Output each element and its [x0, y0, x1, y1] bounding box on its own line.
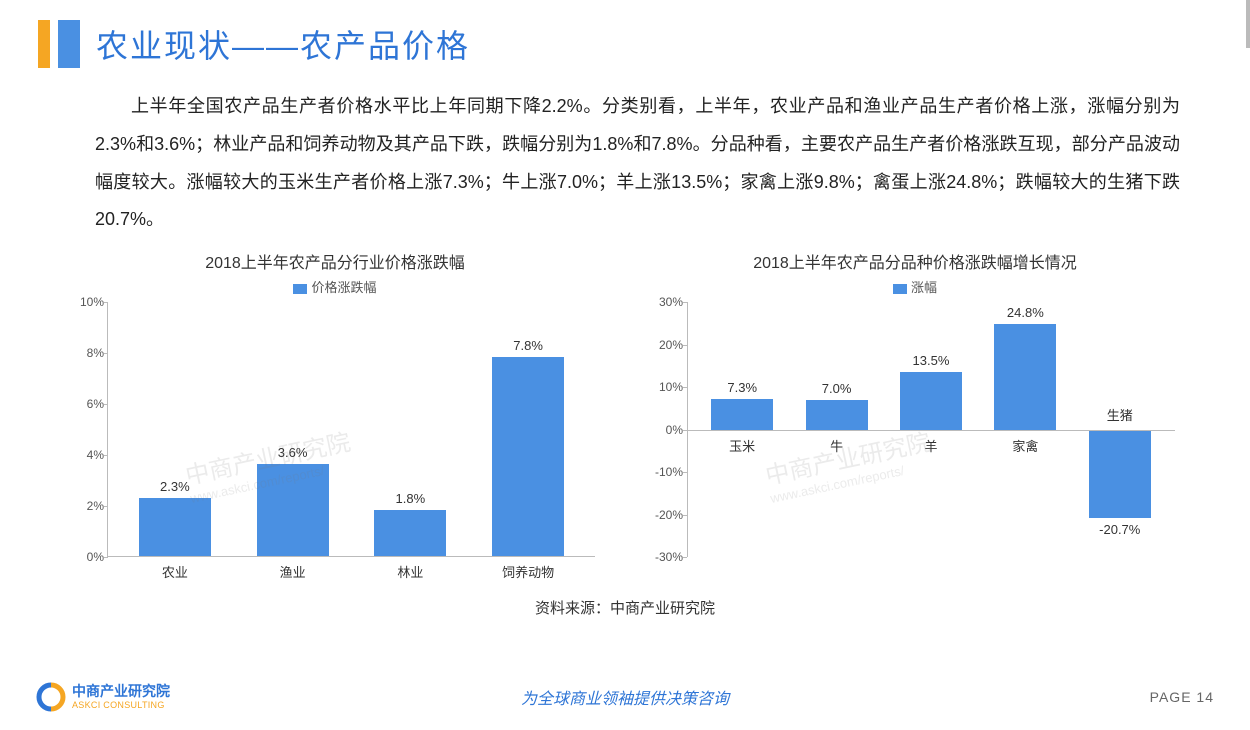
chart2-value-label: 7.3%: [727, 380, 757, 395]
chart1-bar: [257, 464, 329, 556]
chart2-value-label: 7.0%: [822, 381, 852, 396]
chart1-ytick: 4%: [66, 448, 104, 462]
chart1-bars: 2.3%农业 3.6%渔业 1.8%林业 7.8%饲养动物: [108, 302, 595, 556]
chart2-category-label: 玉米: [729, 436, 755, 455]
chart1-bar-group: 7.8%饲养动物: [488, 302, 568, 556]
chart2-ytick: -10%: [645, 465, 683, 479]
chart1-category-label: 渔业: [280, 562, 306, 581]
chart1-plot-area: 2.3%农业3.6%渔业1.8%林业7.8%饲养动物 0%2%4%6%8%10%: [107, 302, 595, 557]
chart1-ytick: 6%: [66, 397, 104, 411]
legend-swatch: [293, 284, 307, 294]
chart2-category-label: 家禽: [1012, 436, 1038, 455]
chart2-value-label: 13.5%: [913, 353, 950, 368]
chart2-category-label: 生猪: [1107, 405, 1133, 424]
chart2-bar: [1089, 430, 1151, 518]
chart-product-price: 2018上半年农产品分品种价格涨跌幅增长情况 涨幅 7.3% 玉米 7.0% 牛 13.…: [645, 249, 1185, 557]
chart1-value-label: 2.3%: [160, 479, 190, 494]
header-orange-bar: [38, 20, 50, 68]
chart2-ytick: 0%: [645, 423, 683, 437]
chart2-category-label: 牛: [830, 436, 843, 455]
chart2-plot-area: 7.3%玉米7.0%牛13.5%羊24.8%家禽-20.7%生猪 -30%-20…: [687, 302, 1175, 557]
chart2-legend-label: 涨幅: [911, 280, 937, 295]
logo-icon: [36, 682, 66, 712]
header-blue-bar: [58, 20, 80, 68]
chart1-bar: [139, 498, 211, 557]
edge-decoration: [1246, 0, 1250, 48]
chart1-category-label: 林业: [397, 562, 423, 581]
body-paragraph: 上半年全国农产品生产者价格水平比上年同期下降2.2%。分类别看，上半年，农业产品…: [0, 68, 1250, 239]
chart1-ytick: 10%: [66, 295, 104, 309]
data-source: 资料来源：中商产业研究院: [0, 597, 1250, 618]
chart1-bar-group: 3.6%渔业: [253, 302, 333, 556]
chart1-ytick: 2%: [66, 499, 104, 513]
footer-tagline: 为全球商业领袖提供决策咨询: [521, 685, 729, 709]
chart2-zero-line: [687, 430, 1175, 431]
chart2-ytick: -30%: [645, 550, 683, 564]
chart2-legend: 涨幅: [645, 277, 1185, 296]
chart1-legend: 价格涨跌幅: [65, 277, 605, 296]
slide-footer: 中商产业研究院 ASKCI CONSULTING 为全球商业领袖提供决策咨询 P…: [0, 674, 1250, 720]
chart2-category-label: 羊: [924, 436, 937, 455]
chart1-ytick: 8%: [66, 346, 104, 360]
logo-text-cn: 中商产业研究院: [72, 684, 170, 699]
chart2-ytick: 30%: [645, 295, 683, 309]
chart2-value-label: 24.8%: [1007, 305, 1044, 320]
chart2-bar: [900, 372, 962, 429]
chart1-value-label: 3.6%: [278, 445, 308, 460]
chart2-title: 2018上半年农产品分品种价格涨跌幅增长情况: [645, 249, 1185, 273]
chart2-ytick: -20%: [645, 508, 683, 522]
chart1-bar: [492, 357, 564, 556]
logo: 中商产业研究院 ASKCI CONSULTING: [36, 682, 170, 712]
chart2-bar: [711, 399, 773, 430]
page-title: 农业现状——农产品价格: [96, 21, 470, 67]
chart1-category-label: 饲养动物: [502, 562, 554, 581]
page-number: PAGE 14: [1150, 689, 1214, 705]
chart-industry-price: 2018上半年农产品分行业价格涨跌幅 价格涨跌幅 2.3%农业 3.6%渔业 1.8…: [65, 249, 605, 557]
chart2-ytick: 10%: [645, 380, 683, 394]
chart2-bar: [806, 400, 868, 430]
chart1-title: 2018上半年农产品分行业价格涨跌幅: [65, 249, 605, 273]
slide-header: 农业现状——农产品价格: [0, 0, 1250, 68]
chart2-ytick: 20%: [645, 338, 683, 352]
chart1-value-label: 1.8%: [396, 491, 426, 506]
chart1-category-label: 农业: [162, 562, 188, 581]
chart1-legend-label: 价格涨跌幅: [311, 280, 376, 295]
chart1-ytick: 0%: [66, 550, 104, 564]
chart2-value-label: -20.7%: [1099, 522, 1140, 537]
chart1-bar: [374, 510, 446, 556]
legend-swatch: [893, 284, 907, 294]
chart1-value-label: 7.8%: [513, 338, 543, 353]
chart1-bar-group: 2.3%农业: [135, 302, 215, 556]
logo-text-en: ASKCI CONSULTING: [72, 700, 170, 710]
logo-text: 中商产业研究院 ASKCI CONSULTING: [72, 684, 170, 709]
charts-container: 2018上半年农产品分行业价格涨跌幅 价格涨跌幅 2.3%农业 3.6%渔业 1.8…: [0, 239, 1250, 557]
chart1-bar-group: 1.8%林业: [370, 302, 450, 556]
chart2-bar: [994, 324, 1056, 429]
